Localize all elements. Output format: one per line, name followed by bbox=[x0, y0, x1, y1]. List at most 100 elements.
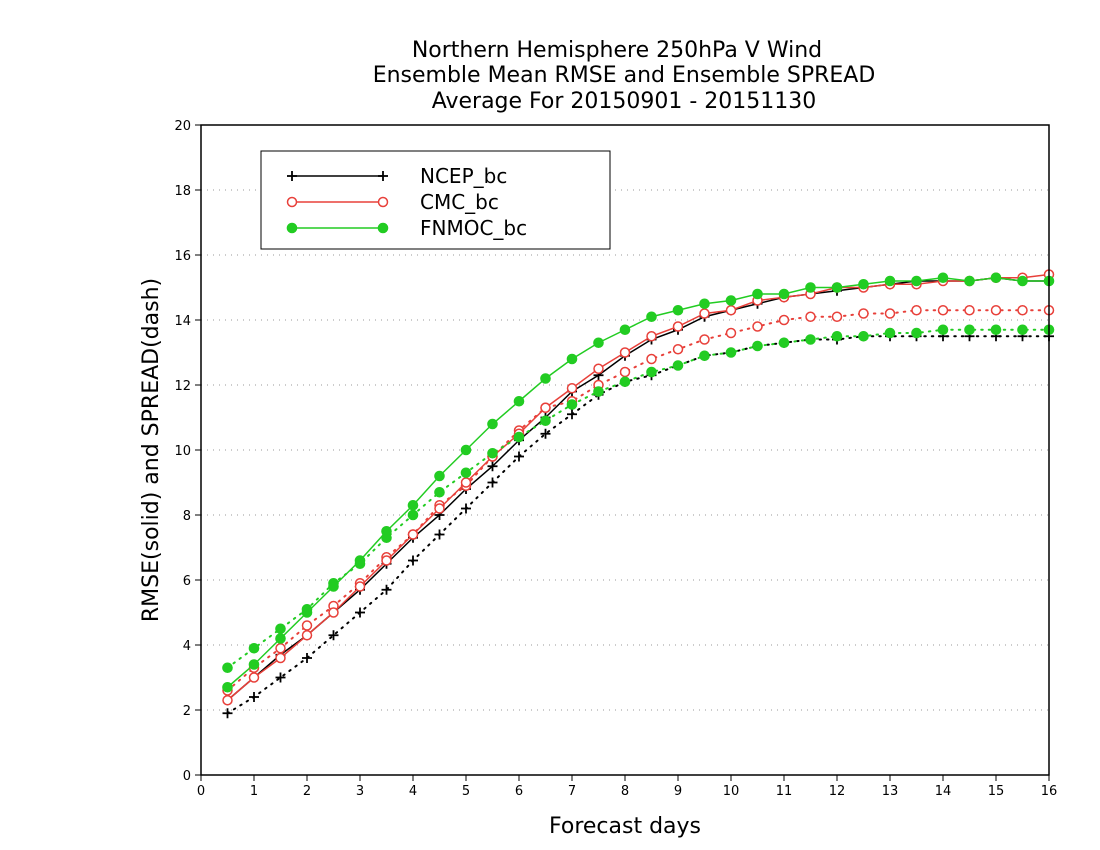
fnmoc-bc-rmse-point bbox=[831, 282, 843, 293]
fnmoc-bc-spread-point bbox=[672, 360, 684, 371]
fnmoc-bc-rmse-point bbox=[434, 470, 445, 482]
ncep-bc-rmse-points bbox=[222, 272, 1054, 706]
x-tick-label: 6 bbox=[515, 784, 523, 799]
fnmoc-bc-rmse-point bbox=[222, 681, 233, 693]
fnmoc-bc-spread-point bbox=[884, 327, 896, 339]
fnmoc-bc-spread-point bbox=[752, 340, 763, 352]
cmc-bc-rmse-point bbox=[646, 331, 657, 342]
cmc-bc-spread-point bbox=[699, 334, 710, 345]
fnmoc-bc-spread-point bbox=[937, 324, 949, 336]
ncep-bc-spread-point bbox=[514, 451, 524, 462]
x-tick-label: 3 bbox=[356, 784, 364, 799]
x-tick-label: 7 bbox=[568, 784, 576, 799]
fnmoc-bc-rmse-point bbox=[566, 353, 578, 365]
cmc-bc-spread-point bbox=[831, 311, 843, 322]
x-tick-label: 12 bbox=[829, 784, 846, 799]
fnmoc-bc-spread-point bbox=[434, 486, 445, 498]
fnmoc-bc-rmse-point bbox=[593, 337, 604, 349]
y-tick-label: 14 bbox=[174, 314, 191, 329]
y-tick-label: 0 bbox=[183, 769, 191, 784]
fnmoc-bc-spread-line bbox=[226, 328, 1050, 669]
fnmoc-bc-rmse-point bbox=[275, 633, 286, 644]
ncep-bc-spread-point bbox=[328, 630, 339, 641]
cmc-bc-rmse-point bbox=[566, 383, 578, 394]
grid-layer bbox=[201, 189, 1049, 711]
cmc-bc-rmse-point bbox=[328, 607, 339, 618]
cmc-bc-rmse-point bbox=[248, 672, 260, 683]
y-tick-label: 6 bbox=[183, 574, 191, 589]
fnmoc-bc-spread-point bbox=[407, 509, 419, 521]
fnmoc-bc-rmse-point bbox=[858, 278, 869, 290]
cmc-bc-spread-point bbox=[884, 308, 896, 319]
cmc-bc-spread-points bbox=[222, 305, 1055, 696]
cmc-bc-rmse-point bbox=[699, 308, 710, 319]
x-tick-label: 14 bbox=[935, 784, 952, 799]
fnmoc-bc-rmse-point bbox=[460, 444, 472, 456]
cmc-bc-rmse-point bbox=[407, 529, 419, 540]
legend-label: NCEP_bc bbox=[420, 164, 507, 188]
chart-title-line-2: Ensemble Mean RMSE and Ensemble SPREAD bbox=[373, 63, 876, 88]
cmc-bc-spread-point bbox=[805, 311, 816, 322]
fnmoc-bc-spread-point bbox=[990, 324, 1002, 336]
fnmoc-bc-spread-point bbox=[778, 337, 790, 349]
cmc-bc-rmse-point bbox=[672, 321, 684, 332]
x-tick-label: 9 bbox=[674, 784, 682, 799]
legend-item-fnmoc-bc: FNMOC_bc bbox=[286, 216, 527, 240]
cmc-bc-rmse-point bbox=[460, 477, 472, 488]
fnmoc-bc-rmse-point bbox=[619, 324, 631, 336]
x-tick-label: 2 bbox=[303, 784, 311, 799]
x-tick-label: 5 bbox=[462, 784, 470, 799]
fnmoc-bc-rmse-point bbox=[699, 298, 710, 310]
fnmoc-bc-rmse-point bbox=[937, 272, 949, 284]
fnmoc-bc-rmse-point bbox=[381, 525, 392, 537]
x-tick-label: 16 bbox=[1041, 784, 1058, 799]
fnmoc-bc-spread-point bbox=[540, 415, 551, 427]
ncep-bc-spread-point bbox=[222, 708, 233, 719]
fnmoc-bc-spread-point bbox=[725, 347, 737, 358]
ncep-bc-spread-point bbox=[487, 477, 498, 488]
cmc-bc-spread-point bbox=[725, 327, 737, 339]
legend-fnmoc-bc-left-point bbox=[286, 222, 298, 234]
x-tick-label: 4 bbox=[409, 784, 417, 799]
fnmoc-bc-rmse-point bbox=[884, 275, 896, 287]
y-tick-label: 20 bbox=[174, 119, 191, 134]
cmc-bc-rmse-point bbox=[381, 555, 392, 566]
fnmoc-bc-rmse-point bbox=[540, 373, 551, 384]
ncep-bc-spread-line bbox=[226, 335, 1050, 715]
fnmoc-bc-spread-point bbox=[646, 366, 657, 378]
fnmoc-bc-rmse-point bbox=[990, 272, 1002, 284]
y-axis-label: RMSE(solid) and SPREAD(dash) bbox=[139, 278, 164, 622]
fnmoc-bc-rmse-point bbox=[354, 555, 366, 566]
fnmoc-bc-rmse-line bbox=[227, 276, 1049, 688]
cmc-bc-spread-point bbox=[964, 305, 975, 316]
fnmoc-bc-rmse-point bbox=[805, 282, 816, 293]
x-tick-label: 13 bbox=[882, 784, 899, 799]
legend-cmc-bc-right-point bbox=[377, 196, 389, 208]
legend-label: FNMOC_bc bbox=[420, 216, 527, 240]
ncep-bc-spread-point bbox=[381, 584, 392, 595]
cmc-bc-spread-point bbox=[937, 305, 949, 316]
x-tick-label: 10 bbox=[723, 784, 740, 799]
fnmoc-bc-spread-point bbox=[460, 467, 472, 479]
fnmoc-bc-rmse-points bbox=[222, 272, 1055, 693]
legend-item-ncep-bc: NCEP_bc bbox=[287, 164, 507, 188]
ncep-bc-spread-point bbox=[355, 607, 365, 618]
cmc-bc-spread-point bbox=[990, 305, 1002, 316]
y-tick-label: 2 bbox=[183, 704, 191, 719]
fnmoc-bc-spread-point bbox=[1017, 324, 1028, 336]
cmc-bc-rmse-point bbox=[434, 503, 445, 514]
ncep-bc-rmse-line bbox=[227, 276, 1049, 701]
fnmoc-bc-rmse-point bbox=[513, 395, 525, 407]
fnmoc-bc-rmse-point bbox=[778, 288, 790, 300]
cmc-bc-spread-point bbox=[646, 353, 657, 365]
fnmoc-bc-rmse-point bbox=[672, 304, 684, 316]
legend-box bbox=[260, 150, 611, 250]
fnmoc-bc-rmse-point bbox=[964, 275, 975, 287]
ncep-bc-spread-point bbox=[461, 503, 471, 514]
cmc-bc-spread-line bbox=[226, 309, 1050, 692]
ncep-bc-spread-point bbox=[540, 428, 551, 439]
fnmoc-bc-spread-point bbox=[858, 330, 869, 342]
